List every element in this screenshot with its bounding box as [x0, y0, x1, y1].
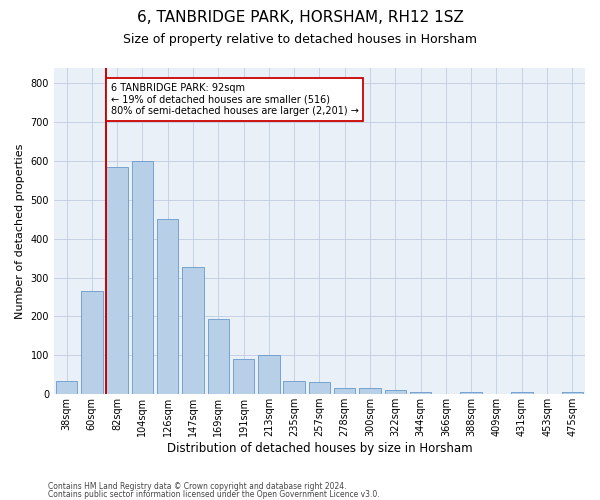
Bar	[81, 291, 103, 394]
Bar	[106, 166, 128, 394]
Bar	[182, 266, 204, 394]
Text: 6, TANBRIDGE PARK, HORSHAM, RH12 1SZ: 6, TANBRIDGE PARK, HORSHAM, RH12 1SZ	[137, 10, 463, 25]
X-axis label: Distribution of detached houses by size in Horsham: Distribution of detached houses by size …	[167, 442, 472, 455]
Bar	[131, 161, 153, 394]
Bar	[283, 380, 305, 394]
Bar	[460, 392, 482, 394]
Bar	[511, 392, 533, 394]
Bar	[56, 380, 77, 394]
Text: Contains public sector information licensed under the Open Government Licence v3: Contains public sector information licen…	[48, 490, 380, 499]
Bar	[309, 382, 330, 394]
Bar	[157, 219, 178, 394]
Bar	[233, 359, 254, 394]
Bar	[258, 356, 280, 394]
Bar	[334, 388, 355, 394]
Bar	[359, 388, 381, 394]
Bar	[208, 318, 229, 394]
Y-axis label: Number of detached properties: Number of detached properties	[15, 143, 25, 318]
Bar	[385, 390, 406, 394]
Bar	[562, 392, 583, 394]
Text: Size of property relative to detached houses in Horsham: Size of property relative to detached ho…	[123, 32, 477, 46]
Text: Contains HM Land Registry data © Crown copyright and database right 2024.: Contains HM Land Registry data © Crown c…	[48, 482, 347, 491]
Text: 6 TANBRIDGE PARK: 92sqm
← 19% of detached houses are smaller (516)
80% of semi-d: 6 TANBRIDGE PARK: 92sqm ← 19% of detache…	[110, 83, 358, 116]
Bar	[410, 392, 431, 394]
